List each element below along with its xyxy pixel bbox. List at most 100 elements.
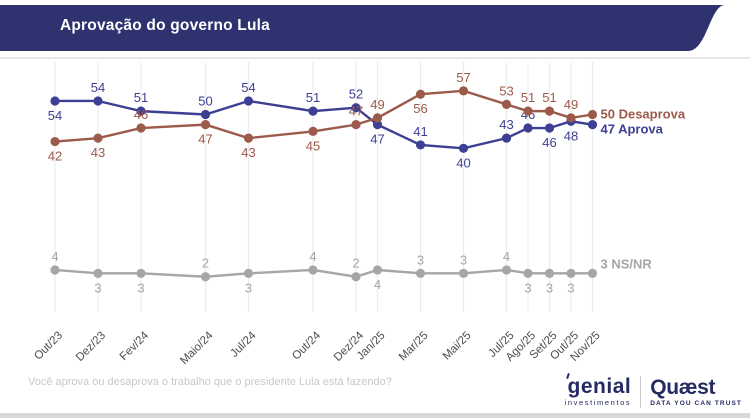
data-label: 4	[309, 249, 316, 264]
data-label: 51	[134, 90, 148, 105]
header-divider	[0, 57, 750, 59]
data-label: 2	[202, 256, 209, 271]
point-marker	[587, 120, 598, 130]
point-marker	[587, 268, 598, 278]
point-marker	[415, 140, 426, 150]
point-marker	[566, 268, 576, 278]
point-marker	[243, 268, 254, 278]
point-marker	[458, 143, 469, 153]
point-marker	[308, 126, 318, 136]
series-end-label: 3 NS/NR	[601, 256, 653, 271]
data-label: 3	[546, 280, 553, 295]
logo-divider	[640, 376, 642, 408]
point-marker	[200, 109, 211, 120]
point-marker	[372, 120, 383, 130]
x-axis-label: Dez/23	[74, 330, 108, 364]
data-label: 54	[241, 80, 255, 95]
data-label: 3	[94, 280, 101, 295]
data-label: 43	[499, 117, 513, 132]
data-label: 3	[137, 280, 144, 295]
data-label: 2	[352, 256, 359, 271]
logo-area: genial investimentos Quæst DATA YOU CAN …	[564, 372, 742, 408]
point-marker	[544, 268, 555, 278]
point-marker	[50, 265, 60, 275]
point-marker	[308, 106, 318, 116]
data-label: 57	[456, 70, 470, 85]
point-marker	[544, 123, 555, 133]
point-marker	[93, 133, 103, 143]
point-marker	[501, 265, 512, 275]
x-axis-label: Out/24	[290, 329, 323, 362]
point-marker	[372, 265, 383, 275]
data-label: 42	[48, 149, 62, 164]
point-marker	[136, 123, 146, 133]
data-label: 46	[542, 135, 556, 150]
point-marker	[566, 113, 576, 123]
x-axis-label: Mar/25	[397, 330, 431, 364]
point-marker	[136, 106, 146, 116]
data-label: 41	[413, 124, 427, 139]
data-label: 4	[51, 249, 58, 264]
point-marker	[351, 272, 361, 282]
data-label: 3	[567, 280, 574, 295]
data-label: 49	[370, 97, 384, 112]
data-label: 51	[542, 90, 556, 105]
point-marker	[501, 99, 512, 109]
point-marker	[243, 133, 254, 143]
series-end-label: 47 Aprova	[601, 122, 664, 137]
point-marker	[50, 96, 60, 106]
point-marker	[351, 103, 361, 113]
point-marker	[93, 96, 103, 106]
data-label: 49	[564, 97, 578, 112]
header-band	[0, 5, 725, 51]
point-marker	[50, 136, 60, 147]
point-marker	[243, 96, 254, 106]
data-label: 47	[349, 104, 363, 119]
data-label: 43	[241, 145, 255, 160]
point-marker	[523, 268, 533, 278]
point-marker	[200, 120, 211, 130]
point-marker	[587, 109, 598, 120]
series-end-label: 50 Desaprova	[601, 107, 686, 122]
data-label: 54	[91, 80, 105, 95]
survey-question: Você aprova ou desaprova o trabalho que …	[28, 376, 392, 388]
point-marker	[351, 120, 361, 130]
data-label: 50	[198, 94, 212, 109]
point-marker	[415, 268, 426, 278]
data-label: 47	[370, 132, 384, 147]
data-label: 56	[413, 101, 427, 116]
x-axis-label: Mai/25	[441, 330, 474, 363]
data-label: 43	[91, 145, 105, 160]
data-label: 53	[499, 83, 513, 98]
data-label: 40	[456, 155, 470, 170]
data-label: 54	[48, 108, 62, 123]
data-label: 3	[460, 252, 467, 267]
x-axis-label: Fev/24	[118, 329, 152, 363]
point-marker	[372, 113, 383, 123]
point-marker	[136, 268, 146, 278]
data-label: 3	[417, 252, 424, 267]
point-marker	[200, 272, 211, 282]
quaest-logo-text: Quæst	[650, 375, 716, 399]
point-marker	[458, 86, 469, 96]
point-marker	[523, 123, 533, 133]
data-label: 4	[374, 277, 381, 292]
point-marker	[458, 268, 469, 278]
point-marker	[415, 89, 426, 99]
data-label: 51	[521, 90, 535, 105]
point-marker	[544, 106, 555, 116]
line-ns-nr	[54, 268, 593, 278]
x-axis-label: Maio/24	[178, 329, 216, 367]
quaest-logo: Quæst DATA YOU CAN TRUST	[650, 375, 742, 407]
x-axis-label: Jul/24	[228, 329, 259, 360]
page-title: Aprovação do governo Lula	[60, 17, 270, 34]
data-label: 52	[349, 87, 363, 102]
point-marker	[501, 133, 512, 143]
data-label: 4	[503, 249, 510, 264]
genial-tagline: investimentos	[564, 398, 632, 407]
data-label: 45	[306, 138, 320, 153]
x-axis-label: Out/23	[32, 330, 65, 363]
data-label: 3	[524, 280, 531, 295]
point-marker	[93, 268, 103, 278]
